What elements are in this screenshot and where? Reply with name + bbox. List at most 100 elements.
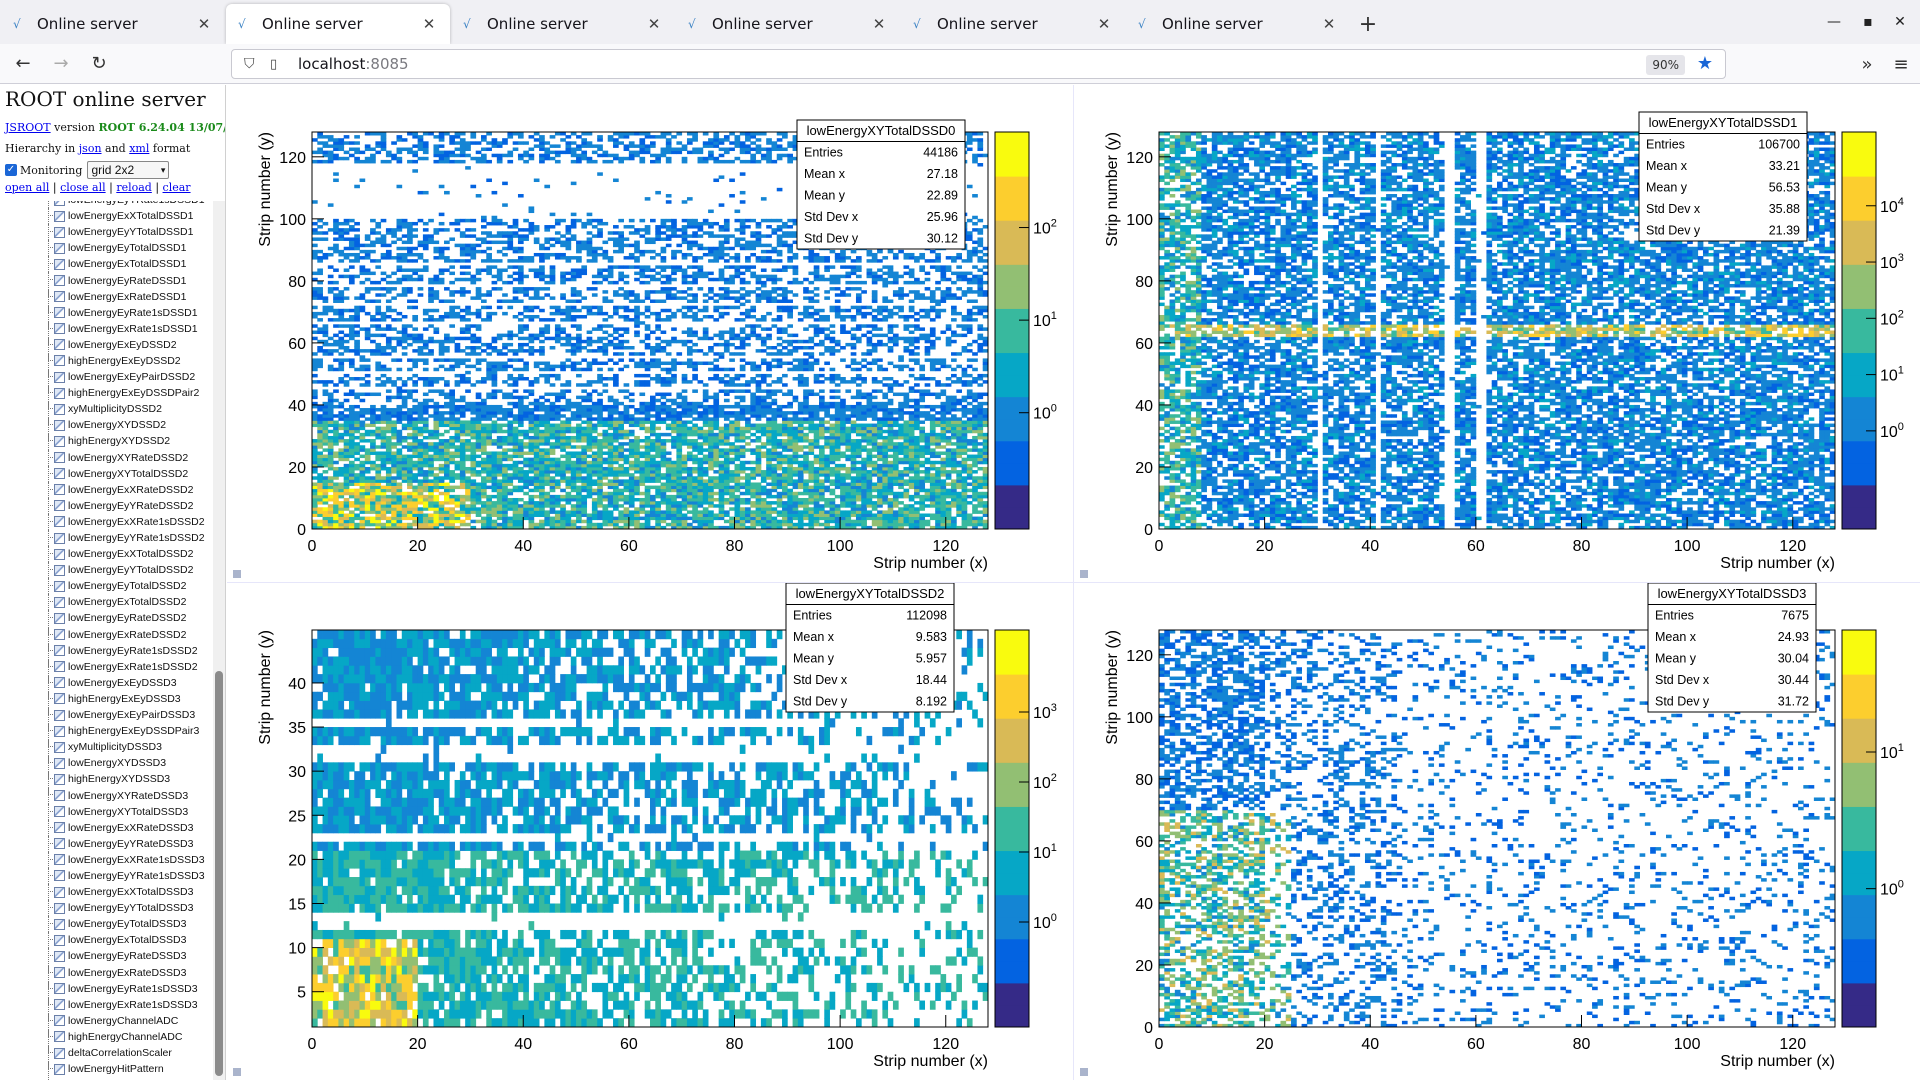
tree-item[interactable]: lowEnergyEyYRateDSSD2 (0, 497, 212, 514)
heatmap-cell (396, 448, 403, 452)
app-menu-button[interactable]: ≡ (1886, 49, 1916, 79)
monitoring-checkbox[interactable]: ✓ (5, 164, 17, 176)
browser-tab[interactable]: √ Online server ✕ (1, 4, 225, 44)
tree-item[interactable]: lowEnergyExTotalDSSD1 (0, 256, 212, 272)
reload-link[interactable]: reload (116, 181, 152, 194)
tree-item[interactable]: lowEnergyExXTotalDSSD2 (0, 546, 212, 562)
close-icon[interactable]: ✕ (870, 15, 888, 33)
tree-item[interactable]: lowEnergyEyRate1sDSSD2 (0, 642, 212, 659)
back-button[interactable]: ← (8, 49, 38, 79)
minimize-button[interactable]: — (1814, 0, 1854, 44)
tree-item[interactable]: highEnergyChannelADC (0, 1028, 212, 1045)
clear-link[interactable]: clear (163, 181, 191, 194)
close-icon[interactable]: ✕ (1095, 15, 1113, 33)
tree-item[interactable]: highEnergyExEyDSSDPair2 (0, 385, 212, 401)
browser-tab[interactable]: √ Online server ✕ (676, 4, 900, 44)
tree-item[interactable]: lowEnergyEyTotalDSSD2 (0, 578, 212, 594)
browser-tab[interactable]: √ Online server ✕ (901, 4, 1125, 44)
close-icon[interactable]: ✕ (420, 15, 438, 33)
heatmap-cell (343, 246, 350, 251)
close-icon[interactable]: ✕ (645, 15, 663, 33)
layout-select[interactable]: grid 2x2 ▾ (87, 161, 170, 179)
tree-item[interactable]: lowEnergyExXRate1sDSSD3 (0, 851, 212, 868)
tree-item[interactable]: lowEnergyXYRateDSSD3 (0, 787, 212, 803)
tree-item-label: lowEnergyEyYTotalDSSD3 (68, 902, 193, 914)
tree-item[interactable]: lowEnergyEyRateDSSD3 (0, 948, 212, 964)
tree-item[interactable]: lowEnergyEyRateDSSD1 (0, 272, 212, 288)
tree-item[interactable]: highEnergyXYDSSD2 (0, 433, 212, 449)
tree-item[interactable]: lowEnergyExXRateDSSD3 (0, 819, 212, 836)
tree-item[interactable]: lowEnergyExXTotalDSSD3 (0, 884, 212, 900)
json-link[interactable]: json (79, 142, 102, 155)
tree-item[interactable]: lowEnergyEyYRate1sDSSD2 (0, 529, 212, 546)
browser-tab-active[interactable]: √ Online server ✕ (226, 4, 450, 44)
close-all-link[interactable]: close all (60, 181, 106, 194)
tree-item[interactable]: lowEnergyEyYTotalDSSD1 (0, 224, 212, 240)
tree-item[interactable]: lowEnergyExXRateDSSD2 (0, 481, 212, 498)
tree-item[interactable]: highEnergyExEyDSSDPair3 (0, 723, 212, 739)
bookmark-star-icon[interactable]: ★ (1697, 53, 1713, 74)
heatmap-cell (628, 445, 635, 449)
heatmap-cell (565, 256, 572, 260)
jsroot-link[interactable]: JSROOT (5, 121, 51, 134)
tree-item[interactable]: lowEnergyXYRateDSSD2 (0, 449, 212, 466)
tree-item[interactable]: lowEnergyExRate1sDSSD1 (0, 320, 212, 337)
url-bar[interactable]: ⛉ ▯ localhost:8085 90% ★ (231, 49, 1726, 79)
tree-item[interactable]: lowEnergyEyRateDSSD2 (0, 610, 212, 626)
overflow-menu-button[interactable]: » (1852, 49, 1882, 79)
tree-item[interactable]: lowEnergyExRate1sDSSD3 (0, 996, 212, 1013)
tree-item[interactable]: lowEnergyEyYRateDSSD3 (0, 835, 212, 852)
heatmap-cell (417, 457, 424, 462)
new-tab-button[interactable]: + (1350, 4, 1386, 44)
scrollbar-thumb[interactable] (215, 671, 223, 1076)
tree-item[interactable]: lowEnergyEyYRate1sDSSD3 (0, 867, 212, 884)
tree-item[interactable]: lowEnergyExEyPairDSSD3 (0, 707, 212, 723)
tree-item[interactable]: lowEnergyExRate1sDSSD2 (0, 658, 212, 675)
browser-tab[interactable]: √ Online server ✕ (451, 4, 675, 44)
tree-item[interactable]: lowEnergyExEyPairDSSD2 (0, 369, 212, 385)
tree-item[interactable]: lowEnergyEyRate1sDSSD1 (0, 304, 212, 321)
tree-item[interactable]: lowEnergyExRateDSSD1 (0, 288, 212, 305)
tree-item[interactable]: lowEnergyExEyDSSD2 (0, 336, 212, 353)
tree-item[interactable]: lowEnergyExTotalDSSD2 (0, 594, 212, 610)
browser-tab[interactable]: √ Online server ✕ (1126, 4, 1350, 44)
tree-item[interactable]: lowEnergyEyYRate1sDSSD1 (0, 201, 212, 208)
histogram-pad[interactable]: 0 20 40 60 80 100 120 0 20 40 60 80 100 120 Strip numb… (227, 85, 1073, 582)
tree-item[interactable]: lowEnergyEyYTotalDSSD3 (0, 900, 212, 916)
tree-item[interactable]: lowEnergyEyRate1sDSSD3 (0, 980, 212, 997)
close-icon[interactable]: ✕ (195, 15, 213, 33)
tree-item[interactable]: lowEnergyExRateDSSD3 (0, 964, 212, 981)
forward-button[interactable]: → (46, 49, 76, 79)
tree-item[interactable]: lowEnergyEyYTotalDSSD2 (0, 562, 212, 578)
tree-item[interactable]: lowEnergyExEyDSSD3 (0, 674, 212, 691)
tree-item[interactable]: xyMultiplicityDSSD2 (0, 401, 212, 417)
tree-item[interactable]: lowEnergyHitPattern (0, 1061, 212, 1077)
tree-item[interactable]: lowEnergyXYDSSD2 (0, 417, 212, 433)
maximize-button[interactable]: ▪ (1848, 0, 1888, 44)
reload-button[interactable]: ↻ (84, 49, 114, 79)
tree-item[interactable]: lowEnergyEyTotalDSSD3 (0, 916, 212, 932)
tree-item[interactable]: highEnergyXYDSSD3 (0, 771, 212, 787)
tree-item[interactable]: deltaCorrelationScaler (0, 1044, 212, 1061)
tree-item[interactable]: lowEnergyExRateDSSD2 (0, 626, 212, 643)
tree-item[interactable]: lowEnergyExXRate1sDSSD2 (0, 513, 212, 530)
close-icon[interactable]: ✕ (1320, 15, 1338, 33)
heatmap-cell (438, 256, 445, 260)
zoom-level-button[interactable]: 90% (1646, 55, 1685, 75)
tree-scrollbar[interactable] (213, 201, 225, 1080)
heatmap-cell (422, 423, 429, 428)
tree-item[interactable]: lowEnergyXYTotalDSSD2 (0, 465, 212, 482)
tree-item[interactable]: lowEnergyXYTotalDSSD3 (0, 803, 212, 820)
tree-item[interactable]: xyMultiplicityDSSD3 (0, 739, 212, 755)
xml-link[interactable]: xml (129, 142, 149, 155)
tree-item[interactable]: lowEnergyExXTotalDSSD1 (0, 208, 212, 224)
tree-item[interactable]: highEnergyExEyDSSD2 (0, 352, 212, 369)
tree-item[interactable]: lowEnergyChannelADC (0, 1012, 212, 1029)
tree-item[interactable]: highEnergyExEyDSSD3 (0, 690, 212, 707)
tree-item[interactable]: lowEnergyEyTotalDSSD1 (0, 240, 212, 256)
open-all-link[interactable]: open all (5, 181, 49, 194)
tree-item[interactable]: lowEnergyExTotalDSSD3 (0, 932, 212, 948)
close-window-button[interactable]: ✕ (1880, 0, 1920, 44)
tree-item[interactable]: lowEnergyXYDSSD3 (0, 755, 212, 771)
